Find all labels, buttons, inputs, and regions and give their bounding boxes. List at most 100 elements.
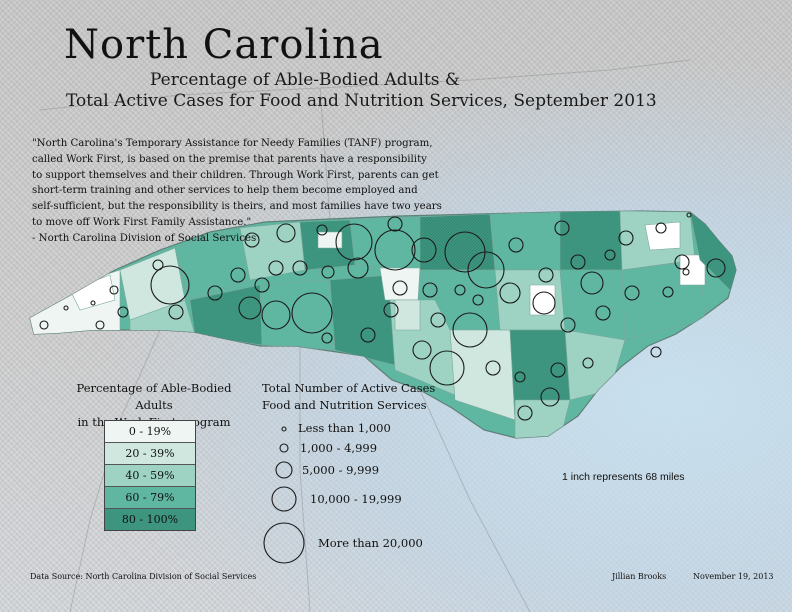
- cases-legend-title: Total Number of Active Cases Food and Nu…: [262, 380, 452, 414]
- case-circle: [374, 229, 416, 271]
- cases-class-label: More than 20,000: [318, 536, 423, 550]
- case-circle: [706, 258, 726, 278]
- case-circle: [392, 280, 408, 296]
- quote-line: called Work First, is based on the premi…: [32, 153, 427, 165]
- case-circle: [570, 254, 586, 270]
- legend-circle-xs: [281, 426, 287, 432]
- percent-legend: 0 - 19% 20 - 39% 40 - 59% 60 - 79% 80 - …: [104, 420, 196, 531]
- scale-text: 1 inch represents 68 miles: [562, 471, 685, 483]
- case-circle: [109, 285, 119, 295]
- case-circle: [452, 312, 488, 348]
- case-circle: [360, 327, 376, 343]
- case-circle: [517, 405, 533, 421]
- case-circle: [150, 265, 190, 305]
- case-circle: [540, 387, 560, 407]
- quote-line: "North Carolina's Temporary Assistance f…: [32, 138, 433, 149]
- map-title: North Carolina: [64, 22, 384, 68]
- cases-legend-title-line2: Food and Nutrition Services: [262, 398, 427, 412]
- map-subtitle-line2: Total Active Cases for Food and Nutritio…: [66, 91, 657, 111]
- case-circle: [347, 257, 369, 279]
- case-circle: [508, 237, 524, 253]
- case-circle: [655, 222, 667, 234]
- cases-class-label: 10,000 - 19,999: [310, 492, 402, 506]
- case-circle: [39, 320, 49, 330]
- case-circle: [560, 317, 576, 333]
- cases-class-label: 5,000 - 9,999: [302, 463, 380, 477]
- case-circle: [335, 223, 373, 261]
- case-circle: [618, 230, 634, 246]
- case-circle: [595, 305, 611, 321]
- case-circle: [117, 306, 129, 318]
- case-circle: [292, 260, 308, 276]
- case-circle: [624, 285, 640, 301]
- legend-circle-sm: [279, 443, 289, 453]
- case-circle: [230, 267, 246, 283]
- case-circle: [467, 251, 505, 289]
- case-circle: [321, 332, 333, 344]
- case-circle: [604, 249, 616, 261]
- percent-class-2: 40 - 59%: [105, 465, 195, 487]
- case-circle: [95, 320, 105, 330]
- case-circle: [387, 216, 403, 232]
- case-circle: [430, 312, 446, 328]
- percent-class-0: 0 - 19%: [105, 421, 195, 443]
- percent-legend-title-line1: Percentage of Able-Bodied Adults: [76, 381, 232, 412]
- case-circle: [674, 254, 690, 270]
- case-circle: [514, 371, 526, 383]
- percent-class-4: 80 - 100%: [105, 509, 195, 530]
- percent-class-1: 20 - 39%: [105, 443, 195, 465]
- case-circle: [412, 340, 432, 360]
- case-circle: [538, 267, 554, 283]
- case-circle: [316, 224, 328, 236]
- case-circle: [582, 357, 594, 369]
- quote-block: "North Carolina's Temporary Assistance f…: [32, 136, 442, 247]
- date: November 19, 2013: [693, 572, 774, 581]
- case-circle: [383, 302, 399, 318]
- case-legend-symbols: [263, 426, 305, 564]
- case-circle: [321, 265, 335, 279]
- case-circle: [268, 260, 284, 276]
- case-circle: [650, 346, 662, 358]
- case-circle: [682, 268, 690, 276]
- legend-circle-lg: [271, 486, 297, 512]
- quote-attribution: - North Carolina Division of Social Serv…: [32, 232, 257, 244]
- case-circle: [454, 284, 466, 296]
- percent-class-label: 80 - 100%: [121, 513, 179, 526]
- cases-class-label: Less than 1,000: [298, 421, 391, 435]
- case-circle: [63, 305, 69, 311]
- percent-class-label: 40 - 59%: [125, 469, 175, 482]
- case-circle: [291, 292, 333, 334]
- case-circle: [261, 300, 291, 330]
- case-circle: [686, 212, 692, 218]
- cases-class-label: 1,000 - 4,999: [300, 441, 378, 455]
- legend-circle-xl: [263, 522, 305, 564]
- quote-line: to move off Work First Family Assistance…: [32, 216, 252, 228]
- case-circle: [554, 220, 570, 236]
- quote-line: short-term training and other services t…: [32, 185, 418, 197]
- percent-class-label: 60 - 79%: [125, 491, 175, 504]
- case-circle: [550, 362, 566, 378]
- case-circle: [429, 350, 465, 386]
- data-source: Data Source: North Carolina Division of …: [30, 572, 257, 581]
- case-circle: [90, 300, 96, 306]
- case-circle: [207, 285, 223, 301]
- case-circle: [254, 277, 270, 293]
- percent-class-label: 20 - 39%: [125, 447, 175, 460]
- percent-class-label: 0 - 19%: [128, 425, 172, 438]
- author: Jillian Brooks: [612, 572, 667, 581]
- cases-legend-title-line1: Total Number of Active Cases: [262, 381, 436, 395]
- case-circle: [662, 286, 674, 298]
- case-circle: [238, 296, 262, 320]
- case-circle: [168, 304, 184, 320]
- case-circle: [580, 271, 604, 295]
- case-circle: [485, 360, 501, 376]
- case-circles: [39, 212, 726, 421]
- case-circle: [276, 223, 296, 243]
- legend-circle-md: [275, 461, 293, 479]
- case-circle: [422, 282, 438, 298]
- case-circle: [411, 237, 437, 263]
- case-circle: [244, 232, 260, 248]
- case-circle: [472, 294, 484, 306]
